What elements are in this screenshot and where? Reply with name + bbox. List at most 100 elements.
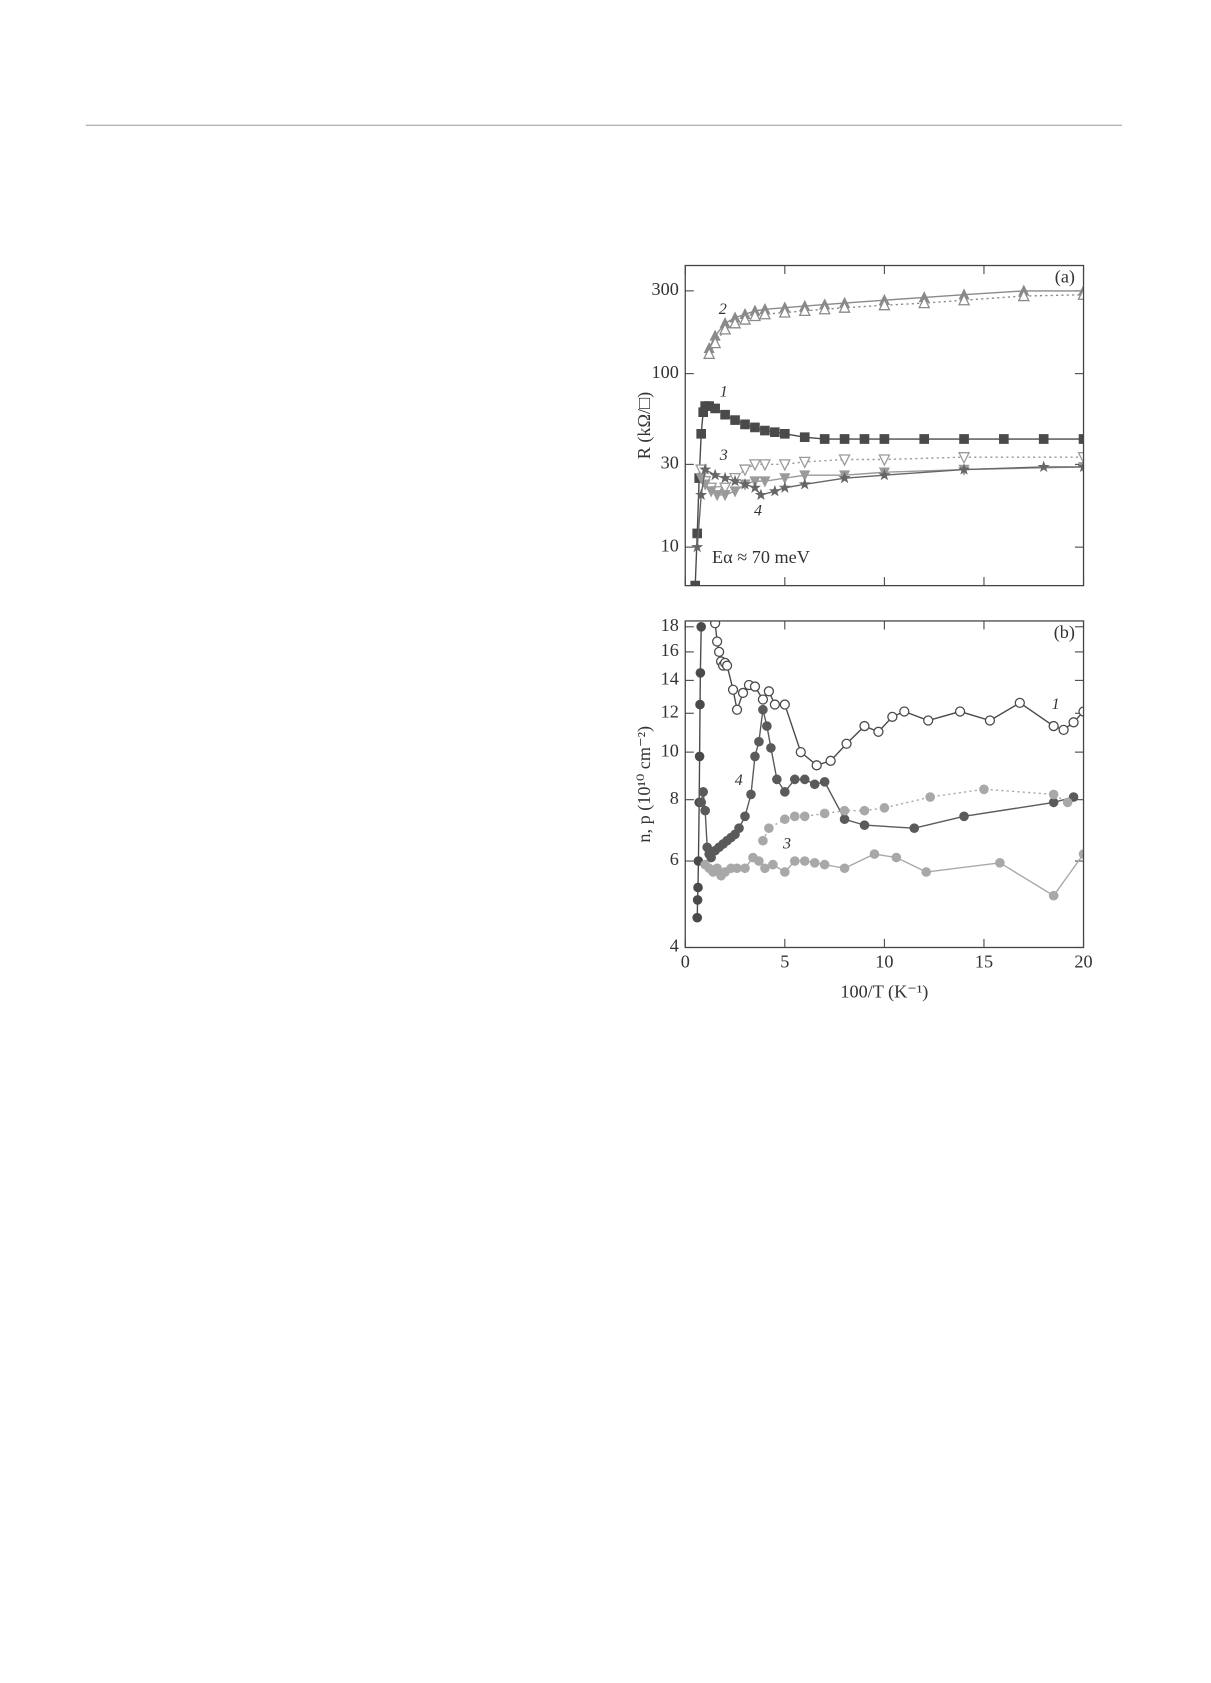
- marker: [764, 823, 774, 833]
- marker: [1048, 797, 1059, 808]
- marker: [799, 811, 810, 822]
- marker: [1037, 460, 1050, 473]
- series-label: 4: [735, 772, 743, 789]
- marker: [1048, 720, 1059, 732]
- marker: [757, 694, 769, 705]
- marker: [919, 434, 930, 444]
- marker: [719, 471, 732, 484]
- marker: [763, 686, 775, 697]
- marker: [748, 308, 762, 322]
- marker: [695, 488, 708, 501]
- series-label: 3: [719, 447, 728, 464]
- marker: [768, 859, 778, 870]
- marker: [778, 481, 791, 493]
- marker: [694, 751, 705, 762]
- marker: [695, 668, 706, 678]
- x-tick-label: 0: [681, 952, 690, 972]
- marker: [713, 646, 725, 658]
- y-tick-label: 100: [652, 362, 679, 382]
- marker: [891, 852, 902, 863]
- marker: [778, 305, 791, 318]
- marker: [959, 811, 969, 822]
- y-tick-label: 6: [670, 849, 679, 869]
- marker: [754, 856, 764, 866]
- marker: [1038, 434, 1049, 444]
- marker: [878, 298, 891, 311]
- marker: [909, 823, 920, 833]
- y-tick-label: 10: [661, 740, 679, 760]
- annotation: Eα ≈ 70 meV: [712, 547, 810, 567]
- marker: [798, 456, 811, 469]
- marker: [711, 490, 723, 502]
- marker: [1078, 849, 1084, 859]
- marker: [730, 415, 740, 425]
- marker: [1078, 706, 1084, 717]
- marker: [758, 835, 768, 846]
- marker: [869, 849, 880, 859]
- marker: [693, 882, 703, 893]
- marker: [799, 774, 810, 785]
- marker: [859, 820, 870, 830]
- marker: [750, 422, 760, 433]
- y-axis-label: R (kΩ/□): [634, 392, 655, 459]
- marker: [696, 621, 707, 632]
- marker: [839, 805, 850, 816]
- marker: [703, 346, 716, 360]
- marker: [825, 755, 836, 766]
- y-axis-label: n, p (10¹⁰ cm⁻²): [634, 726, 655, 843]
- x-tick-label: 10: [875, 952, 893, 972]
- y-tick-label: 30: [661, 453, 679, 473]
- marker: [899, 706, 910, 717]
- marker: [729, 486, 741, 498]
- marker: [1077, 452, 1084, 465]
- marker: [778, 459, 791, 472]
- marker: [811, 760, 822, 771]
- marker: [1058, 724, 1069, 735]
- marker: [780, 428, 790, 439]
- marker: [809, 779, 820, 790]
- marker: [768, 484, 781, 497]
- panel-label: (b): [1054, 622, 1075, 643]
- marker: [770, 427, 780, 437]
- panel: 10 30 100 300 1 2 3 4 (a) R (kΩ/□) Eα ≈ 70 meV: [634, 264, 1085, 587]
- marker: [719, 322, 732, 335]
- marker: [692, 912, 703, 923]
- marker: [766, 743, 776, 753]
- marker: [795, 746, 806, 758]
- marker: [923, 715, 934, 726]
- marker: [918, 296, 931, 309]
- y-tick-label: 14: [661, 669, 679, 689]
- y-tick-label: 18: [661, 615, 679, 635]
- marker: [729, 474, 742, 487]
- marker: [859, 720, 870, 732]
- marker: [748, 481, 761, 493]
- marker: [758, 459, 771, 472]
- y-tick-label: 10: [661, 535, 679, 555]
- marker: [839, 863, 850, 874]
- marker: [799, 432, 810, 443]
- marker: [859, 434, 870, 444]
- marker: [839, 814, 850, 825]
- marker: [710, 403, 720, 414]
- marker: [838, 454, 851, 467]
- marker: [1017, 289, 1030, 302]
- marker: [799, 470, 811, 482]
- marker: [780, 814, 790, 825]
- marker: [758, 704, 768, 715]
- marker: [818, 302, 831, 315]
- marker: [706, 852, 716, 863]
- marker: [692, 895, 703, 905]
- marker: [740, 419, 750, 430]
- marker: [809, 858, 820, 868]
- marker: [738, 478, 752, 490]
- marker: [772, 774, 782, 785]
- series-line: [700, 709, 1074, 859]
- marker: [838, 300, 851, 313]
- marker: [879, 803, 890, 813]
- marker: [1077, 287, 1084, 300]
- marker: [760, 863, 770, 874]
- marker: [779, 473, 791, 485]
- y-tick-label: 4: [670, 936, 679, 956]
- marker: [819, 808, 830, 819]
- marker: [732, 863, 742, 874]
